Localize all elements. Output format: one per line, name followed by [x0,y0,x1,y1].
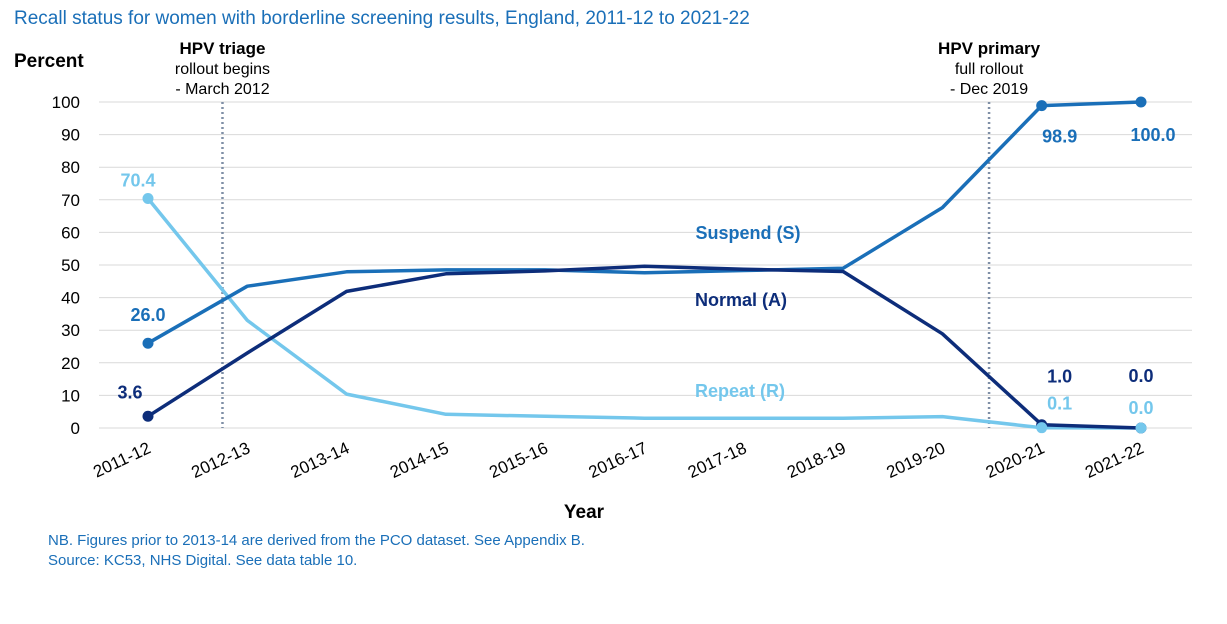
series-name-suspend: Suspend (S) [695,223,800,243]
data-label-suspend: 26.0 [130,305,165,325]
y-axis-title: Percent [14,51,84,72]
y-tick-label: 0 [71,419,80,438]
series-line-repeat [146,197,1142,430]
x-tick-label: 2020-21 [983,438,1048,482]
data-label-repeat: 0.1 [1047,394,1072,414]
y-tick-label: 10 [61,386,80,405]
data-label-normal: 0.0 [1128,366,1153,386]
event-label: rollout begins [175,61,270,78]
event-title: HPV primary [938,39,1041,58]
x-tick-label: 2019-20 [884,438,949,482]
y-tick-label: 30 [61,321,80,340]
y-tick-label: 100 [52,93,80,112]
x-axis-title: Year [564,502,605,523]
event-label: - Dec 2019 [950,81,1028,98]
data-label-repeat: 0.0 [1128,398,1153,418]
data-label-suspend: 98.9 [1042,127,1077,147]
x-tick-label: 2013-14 [288,438,353,482]
note-source: Source: KC53, NHS Digital. See data tabl… [48,552,358,569]
x-tick-label: 2016-17 [586,438,651,482]
series-marker-repeat [1036,422,1048,434]
series-marker-suspend [1135,96,1147,108]
series-marker-normal [142,410,154,422]
y-tick-label: 70 [61,191,80,210]
chart-title: Recall status for women with borderline … [14,8,750,29]
series-marker-repeat [1135,422,1147,434]
y-tick-label: 60 [61,223,80,242]
series-marker-repeat [142,192,154,204]
chart-notes: NB. Figures prior to 2013-14 are derived… [48,531,585,571]
y-tick-label: 90 [61,126,80,145]
data-label-normal: 3.6 [117,382,142,402]
x-tick-label: 2017-18 [685,438,750,482]
note-methodology: NB. Figures prior to 2013-14 are derived… [48,532,585,549]
y-tick-label: 50 [61,256,80,275]
event-label: - March 2012 [175,81,269,98]
series-marker-suspend [142,337,154,349]
x-tick-label: 2012-13 [188,438,253,482]
x-tick-label: 2011-12 [90,438,153,481]
data-label-normal: 1.0 [1047,367,1072,387]
y-tick-label: 20 [61,354,80,373]
series-name-repeat: Repeat (R) [695,381,785,401]
x-tick-label: 2015-16 [486,438,551,482]
data-label-suspend: 100.0 [1130,125,1175,145]
x-tick-label: 2018-19 [784,438,849,482]
data-label-repeat: 70.4 [120,170,155,190]
event-title: HPV triage [179,39,265,58]
series-line-suspend [147,100,1142,345]
x-tick-label: 2021-22 [1082,438,1147,482]
series-marker-suspend [1036,100,1048,112]
y-tick-label: 40 [61,289,80,308]
event-label: full rollout [955,61,1024,78]
series-name-normal: Normal (A) [695,290,787,310]
x-tick-label: 2014-15 [387,438,452,482]
series-line-normal [147,264,1142,430]
y-tick-label: 80 [61,158,80,177]
